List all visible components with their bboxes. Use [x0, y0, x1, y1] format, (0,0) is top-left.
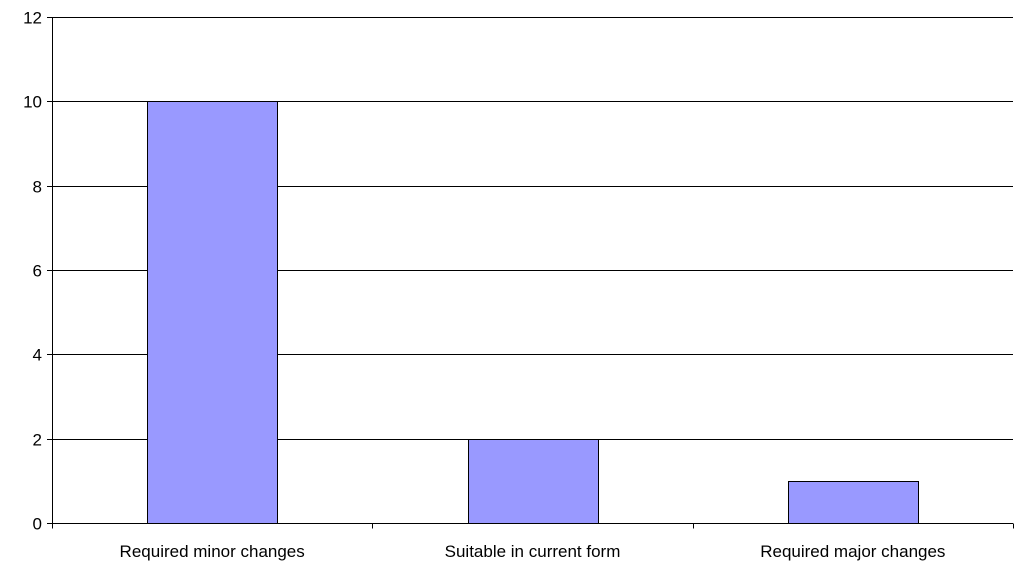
- y-tick-label: 0: [33, 515, 42, 534]
- y-tick-label: 10: [23, 93, 42, 112]
- y-tick-label: 2: [33, 431, 42, 450]
- y-tick-label: 6: [33, 262, 42, 281]
- x-tick-label: Required major changes: [760, 542, 945, 561]
- x-tick-label: Suitable in current form: [445, 542, 621, 561]
- bar: [788, 481, 919, 524]
- tick-labels: 0 2 4 6 8 10 12 Required minor changes Suitable …: [23, 9, 945, 562]
- y-tick-label: 4: [33, 346, 42, 365]
- x-tick-label: Required minor changes: [120, 542, 305, 561]
- axes: [47, 17, 1014, 529]
- y-tick-label: 8: [33, 178, 42, 197]
- bar: [147, 101, 278, 524]
- bar: [468, 439, 599, 524]
- y-tick-label: 12: [23, 9, 42, 28]
- bars: [147, 101, 919, 524]
